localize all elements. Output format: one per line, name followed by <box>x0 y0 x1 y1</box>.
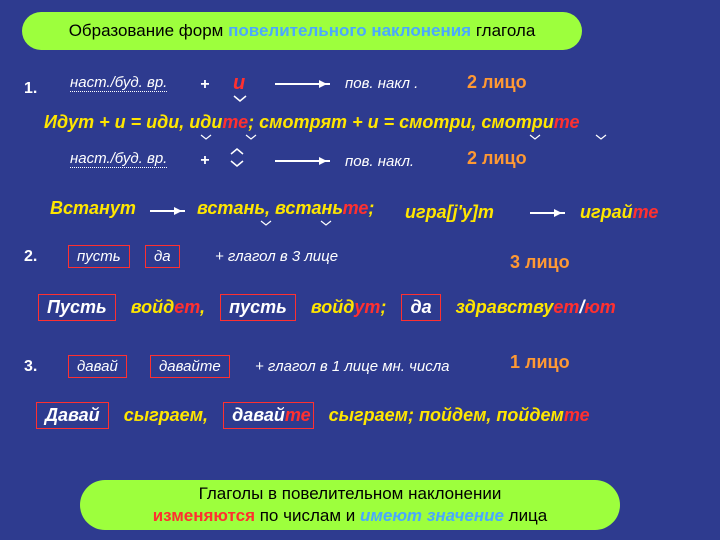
example2-mid: встань, встаньте; <box>197 198 374 219</box>
ex3-w1: войд <box>131 297 175 317</box>
ex4-box2: давайте <box>223 402 314 429</box>
row1-i: и <box>233 72 245 95</box>
ex1-a: Идут + и = иди, иди <box>44 112 222 132</box>
header-text-1: Образование форм <box>69 21 228 40</box>
ex4-w2: сыграем; пойдем, пойдем <box>329 405 564 425</box>
ex1-b: ; смотрят + и = смотри, смотри <box>248 112 554 132</box>
ex3-c2: ; <box>380 297 386 317</box>
header-text-2: повелительного наклонения <box>228 21 471 40</box>
row1b-person: 2 лицо <box>467 148 527 169</box>
ex4-te: те <box>564 405 590 425</box>
ex3-box2: пусть <box>220 294 296 321</box>
chevron-icon <box>320 220 332 232</box>
footer-line1: Глаголы в повелительном наклонении <box>199 483 502 505</box>
row1-person: 2 лицо <box>467 72 527 93</box>
row2-box2: да <box>145 245 180 268</box>
header-text-3: глагола <box>471 21 535 40</box>
row1b-label1: наст./буд. вр. <box>70 150 167 168</box>
ex2-d: у]т <box>462 202 494 222</box>
footer-2b: по числам и <box>255 506 360 525</box>
row2-box1: пусть <box>68 245 130 268</box>
ex4-box2b: те <box>285 405 311 425</box>
ex4-w1: сыграем, <box>124 405 208 425</box>
row1-plus: + <box>200 76 209 94</box>
chevron-icon <box>230 160 242 172</box>
chevron-up-icon <box>230 148 242 160</box>
ex2-c: игра[j <box>405 202 458 222</box>
row3-box1: давай <box>68 355 127 378</box>
ex3-w3: здравству <box>456 297 554 317</box>
example2-left: Встанут <box>50 198 136 219</box>
arrow-2 <box>275 160 330 162</box>
chevron-icon <box>245 134 257 146</box>
ex2-b: встань, встань <box>197 198 343 218</box>
ex3-r3: ет <box>553 297 579 317</box>
ex3-c1: , <box>200 297 205 317</box>
example4: Давай сыграем, давайте сыграем; пойдем, … <box>36 402 590 429</box>
row2-tail: + глагол в 3 лице <box>215 248 338 265</box>
example2-end: играйте <box>580 202 658 223</box>
row3-person: 1 лицо <box>510 352 570 373</box>
row1b-result: пов. накл. <box>345 153 414 170</box>
row1-result: пов. накл . <box>345 75 418 92</box>
ex2-te1: те <box>343 198 369 218</box>
ex3-r1: ет <box>174 297 200 317</box>
row1-label1: наст./буд. вр. <box>70 74 167 92</box>
ex3-box1: Пусть <box>38 294 116 321</box>
footer-pill: Глаголы в повелительном наклонении измен… <box>80 480 620 530</box>
chevron-icon <box>233 95 245 107</box>
example2-right: игра[j'у]т <box>405 202 494 223</box>
row3-tail: + глагол в 1 лице мн. числа <box>255 358 450 375</box>
chevron-icon <box>595 134 607 146</box>
arrow-4 <box>530 212 565 214</box>
row1-number: 1. <box>24 80 37 98</box>
ex3-r2: ут <box>354 297 380 317</box>
ex1-te1: те <box>222 112 248 132</box>
example3: Пусть войдет, пусть войдут; да здравству… <box>38 294 616 321</box>
ex1-te2: те <box>554 112 580 132</box>
row1b-plus: + <box>200 152 209 170</box>
example1: Идут + и = иди, идите; смотрят + и = смо… <box>44 112 580 133</box>
ex2-semi: ; <box>368 198 374 218</box>
header-pill: Образование форм повелительного наклонен… <box>22 12 582 50</box>
ex3-r4: ют <box>584 297 615 317</box>
ex2-a: Встанут <box>50 198 136 218</box>
footer-2c: имеют значение <box>360 506 504 525</box>
footer-2a: изменяются <box>153 506 255 525</box>
row2-person: 3 лицо <box>510 252 570 273</box>
chevron-icon <box>200 134 212 146</box>
ex3-box3: да <box>401 294 440 321</box>
arrow-3 <box>150 210 185 212</box>
ex4-box1: Давай <box>36 402 109 429</box>
row3-box2: давайте <box>150 355 230 378</box>
ex2-e: играй <box>580 202 633 222</box>
chevron-icon <box>529 134 541 146</box>
row2-number: 2. <box>24 248 37 266</box>
arrow-1 <box>275 83 330 85</box>
ex2-te2: те <box>633 202 659 222</box>
ex3-w2: войд <box>311 297 355 317</box>
footer-2d: лица <box>504 506 547 525</box>
ex4-box2a: давай <box>232 405 285 425</box>
chevron-icon <box>260 220 272 232</box>
row3-number: 3. <box>24 358 37 376</box>
